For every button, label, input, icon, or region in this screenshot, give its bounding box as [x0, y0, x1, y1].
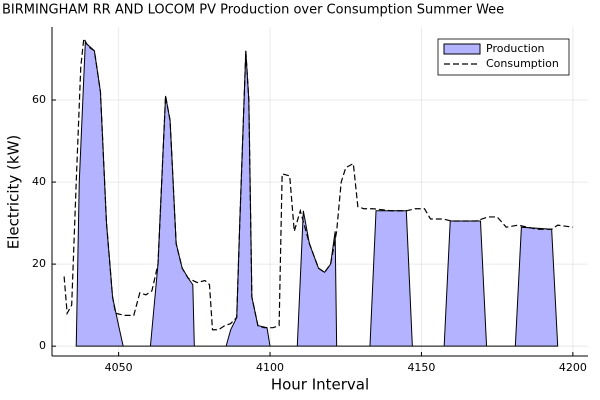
x-axis-label: Hour Interval [271, 376, 369, 394]
y-tick-label: 0 [39, 339, 46, 352]
y-tick-label: 20 [32, 257, 46, 270]
production-area [75, 41, 559, 347]
legend-box [437, 38, 570, 76]
y-axis-label: Electricity (kW) [5, 135, 23, 250]
x-tick-label: 4150 [407, 361, 435, 374]
legend-label: Consumption [486, 57, 559, 70]
legend-label: Production [486, 42, 545, 55]
x-tick-label: 4050 [105, 361, 133, 374]
x-tick-label: 4100 [256, 361, 284, 374]
legend-swatch [443, 43, 481, 55]
chart-title: BIRMINGHAM RR AND LOCOM PV Production ov… [2, 3, 504, 18]
consumption-line [63, 36, 573, 331]
y-tick-label: 60 [32, 93, 46, 106]
y-tick-label: 40 [32, 175, 46, 188]
x-tick-label: 4200 [559, 361, 587, 374]
